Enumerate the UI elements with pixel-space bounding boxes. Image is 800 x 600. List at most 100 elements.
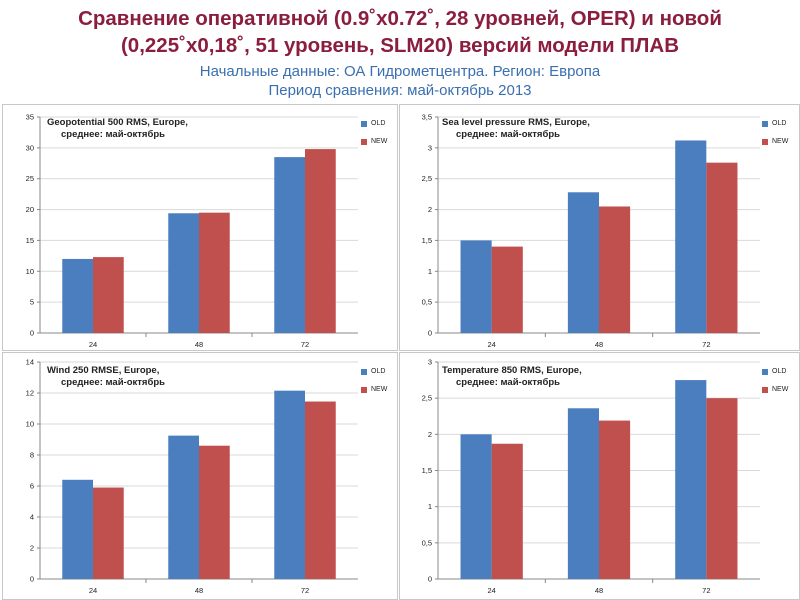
bar-new-24 xyxy=(93,257,124,333)
bar-new-72 xyxy=(305,149,336,333)
legend-item-new: NEW xyxy=(361,137,387,147)
chart-panel-sea-level-pressure: 0 0,5 1 1,5 2 2,5 3 3,5 24 48 72 Sea level pressur… xyxy=(399,104,800,351)
y-tick-label: 4 xyxy=(30,513,34,522)
chart-legend: OLD NEW xyxy=(762,119,788,155)
subtitle-line2: Период сравнения: май-октябрь 2013 xyxy=(268,82,532,99)
bar-new-48 xyxy=(199,212,230,333)
x-tick-label: 72 xyxy=(301,586,309,595)
bar-old-24 xyxy=(62,479,93,579)
chart-title: Sea level pressure RMS, Europe, среднее:… xyxy=(442,117,590,141)
bar-old-24 xyxy=(62,258,93,333)
y-tick-label: 0 xyxy=(428,575,432,584)
legend-swatch-new xyxy=(762,139,768,145)
legend-item-new: NEW xyxy=(762,137,788,147)
x-tick-label: 24 xyxy=(89,586,97,595)
legend-label-new: NEW xyxy=(371,386,388,393)
bar-new-48 xyxy=(599,420,631,579)
bar-old-48 xyxy=(567,408,599,579)
x-tick-label: 48 xyxy=(595,586,603,595)
chart-plot: 0 5 10 15 20 25 30 35 24 48 72 xyxy=(26,113,358,349)
chart-title-line1: Temperature 850 RMS, Europe, xyxy=(442,365,582,376)
x-tick-label: 48 xyxy=(195,340,203,349)
x-tick-label: 48 xyxy=(595,340,603,349)
legend-item-old: OLD xyxy=(361,367,387,377)
bar-new-72 xyxy=(706,162,738,333)
y-tick-label: 15 xyxy=(26,236,34,245)
bar-old-24 xyxy=(460,240,492,333)
y-tick-label: 30 xyxy=(26,143,34,152)
chart-title-line1: Geopotential 500 RMS, Europe, xyxy=(47,117,188,128)
bar-old-72 xyxy=(274,390,305,579)
page-title-line2: (0,225˚x0,18˚, 51 уровень, SLM20) версий… xyxy=(120,34,679,57)
y-tick-label: 35 xyxy=(26,113,34,122)
chart-title-line2: среднее: май-октябрь xyxy=(61,129,165,140)
y-tick-label: 0 xyxy=(428,329,432,338)
legend-label-old: OLD xyxy=(371,368,386,375)
bar-old-48 xyxy=(168,435,199,579)
x-tick-label: 24 xyxy=(487,586,495,595)
chart-title-line2: среднее: май-октябрь xyxy=(456,377,560,388)
bar-old-48 xyxy=(168,213,199,333)
y-tick-label: 6 xyxy=(30,482,34,491)
y-tick-label: 3 xyxy=(428,143,432,152)
bar-old-24 xyxy=(460,434,492,579)
y-tick-label: 1,5 xyxy=(422,466,432,475)
legend-label-old: OLD xyxy=(772,120,787,127)
bar-new-72 xyxy=(706,398,738,579)
legend-item-new: NEW xyxy=(361,385,387,395)
legend-swatch-old xyxy=(361,369,367,375)
y-tick-label: 0 xyxy=(30,575,34,584)
bar-new-48 xyxy=(599,206,631,333)
y-tick-label: 14 xyxy=(26,358,34,367)
legend-item-old: OLD xyxy=(762,367,788,377)
bar-new-24 xyxy=(491,246,523,333)
y-tick-label: 3,5 xyxy=(422,113,432,122)
y-tick-label: 0,5 xyxy=(422,538,432,547)
legend-swatch-old xyxy=(762,369,768,375)
x-tick-label: 72 xyxy=(301,340,309,349)
bar-new-48 xyxy=(199,445,230,579)
chart-plot: 0 0,5 1 1,5 2 2,5 3 24 48 72 xyxy=(422,358,760,595)
legend-label-old: OLD xyxy=(371,120,386,127)
bar-old-72 xyxy=(675,380,707,579)
legend-item-new: NEW xyxy=(762,385,788,395)
x-tick-label: 72 xyxy=(702,586,710,595)
x-tick-label: 24 xyxy=(89,340,97,349)
chart-legend: OLD NEW xyxy=(361,119,387,155)
bar-old-72 xyxy=(274,157,305,333)
y-tick-label: 3 xyxy=(428,358,432,367)
chart-plot: 0 0,5 1 1,5 2 2,5 3 3,5 24 48 72 xyxy=(422,113,760,349)
legend-label-old: OLD xyxy=(772,368,787,375)
legend-swatch-old xyxy=(762,121,768,127)
y-tick-label: 0,5 xyxy=(422,298,432,307)
page-title-line1: Сравнение оперативной (0.9˚x0.72˚, 28 ур… xyxy=(78,7,722,30)
y-tick-label: 8 xyxy=(30,451,34,460)
y-tick-label: 1 xyxy=(428,267,432,276)
bar-new-24 xyxy=(93,487,124,579)
chart-legend: OLD NEW xyxy=(762,367,788,403)
y-tick-label: 5 xyxy=(30,298,34,307)
y-tick-label: 2,5 xyxy=(422,174,432,183)
y-tick-label: 1,5 xyxy=(422,236,432,245)
chart-panel-wind: 0 2 4 6 8 10 12 14 24 48 72 Wind 250 RMSE, Europe,… xyxy=(2,352,398,600)
bar-old-72 xyxy=(675,140,707,333)
subtitle-line1: Начальные данные: ОА Гидрометцентра. Рег… xyxy=(199,63,601,80)
legend-label-new: NEW xyxy=(371,138,388,145)
x-tick-label: 24 xyxy=(487,340,495,349)
chart-title-line1: Sea level pressure RMS, Europe, xyxy=(442,117,590,128)
bar-old-48 xyxy=(567,192,599,333)
y-tick-label: 25 xyxy=(26,174,34,183)
legend-swatch-new xyxy=(762,387,768,393)
chart-legend: OLD NEW xyxy=(361,367,387,403)
bar-new-24 xyxy=(491,443,523,579)
legend-label-new: NEW xyxy=(772,386,789,393)
chart-title: Geopotential 500 RMS, Europe, среднее: м… xyxy=(47,117,188,141)
y-tick-label: 2,5 xyxy=(422,394,432,403)
chart-title: Wind 250 RMSE, Europe, среднее: май-октя… xyxy=(47,365,165,389)
y-tick-label: 10 xyxy=(26,420,34,429)
y-tick-label: 20 xyxy=(26,205,34,214)
legend-item-old: OLD xyxy=(762,119,788,129)
y-tick-label: 10 xyxy=(26,267,34,276)
x-tick-label: 48 xyxy=(195,586,203,595)
